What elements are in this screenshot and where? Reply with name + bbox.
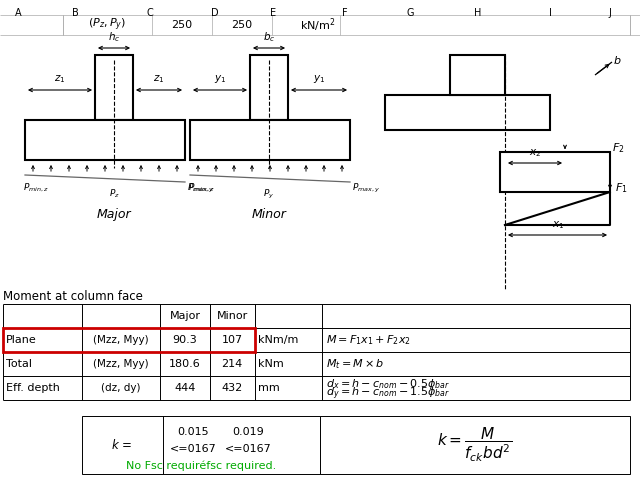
Text: $y_1$: $y_1$: [313, 73, 325, 85]
Text: $x_1$: $x_1$: [552, 219, 564, 231]
Text: 432: 432: [221, 383, 243, 393]
Text: kNm: kNm: [258, 359, 284, 369]
Text: C: C: [147, 8, 154, 18]
Text: No Fsc requiréfsc required.: No Fsc requiréfsc required.: [126, 461, 276, 471]
Bar: [250, 55, 288, 120]
Bar: [320, 416, 630, 474]
Text: $F_2$: $F_2$: [612, 141, 625, 155]
Bar: [385, 95, 550, 130]
Text: $z_1$: $z_1$: [153, 73, 164, 85]
Text: $M_t = M \times b$: $M_t = M \times b$: [326, 357, 385, 371]
Text: $M = F_1 x_1 + F_2 x_2$: $M = F_1 x_1 + F_2 x_2$: [326, 333, 411, 347]
Text: $P_{min,z}$: $P_{min,z}$: [23, 182, 49, 194]
Text: $d_x = h - c_{nom} - 0.5\phi_{bar}$: $d_x = h - c_{nom} - 0.5\phi_{bar}$: [326, 377, 450, 391]
Text: $y_1$: $y_1$: [214, 73, 226, 85]
Text: G: G: [406, 8, 413, 18]
Text: 0.015: 0.015: [177, 427, 209, 437]
Text: Total: Total: [6, 359, 32, 369]
Text: $k$ =: $k$ =: [111, 438, 132, 452]
Text: $z_1$: $z_1$: [54, 73, 66, 85]
Bar: [3, 328, 255, 352]
Text: 250: 250: [172, 20, 193, 30]
Text: $P_y$: $P_y$: [264, 188, 275, 201]
Text: $P_{max,z}$: $P_{max,z}$: [187, 182, 215, 194]
Text: $P_{max,y}$: $P_{max,y}$: [352, 182, 380, 195]
Bar: [190, 120, 350, 160]
Text: 90.3: 90.3: [173, 335, 197, 345]
Text: Moment at column face: Moment at column face: [3, 290, 143, 303]
Bar: [450, 55, 505, 95]
Text: <=0167: <=0167: [170, 444, 216, 454]
Text: 0.019: 0.019: [232, 427, 264, 437]
Text: B: B: [72, 8, 78, 18]
Text: A: A: [15, 8, 21, 18]
Text: (dz, dy): (dz, dy): [101, 383, 141, 393]
Text: 180.6: 180.6: [169, 359, 201, 369]
Text: Minor: Minor: [252, 208, 287, 221]
Bar: [25, 120, 185, 160]
Text: mm: mm: [258, 383, 280, 393]
Text: 214: 214: [221, 359, 243, 369]
Bar: [95, 55, 133, 120]
Text: kN/m$^2$: kN/m$^2$: [300, 16, 335, 34]
Text: kNm/m: kNm/m: [258, 335, 298, 345]
Text: Major: Major: [97, 208, 131, 221]
Text: 444: 444: [174, 383, 196, 393]
Text: Major: Major: [170, 311, 200, 321]
Text: (Mzz, Myy): (Mzz, Myy): [93, 359, 149, 369]
Text: $d_y = h - c_{nom} - 1.5\phi_{bar}$: $d_y = h - c_{nom} - 1.5\phi_{bar}$: [326, 385, 450, 402]
Text: $b$: $b$: [613, 54, 621, 66]
Text: Eff. depth: Eff. depth: [6, 383, 60, 393]
Text: $b_c$: $b_c$: [263, 30, 275, 44]
Text: F: F: [342, 8, 348, 18]
Bar: [82, 416, 320, 474]
Text: $(P_z, P_y)$: $(P_z, P_y)$: [88, 17, 126, 33]
Text: H: H: [474, 8, 482, 18]
Text: <=0167: <=0167: [225, 444, 271, 454]
Text: 107: 107: [221, 335, 243, 345]
Text: E: E: [270, 8, 276, 18]
Text: D: D: [211, 8, 219, 18]
Text: $P_{min,y}$: $P_{min,y}$: [188, 182, 214, 195]
Text: I: I: [548, 8, 552, 18]
Text: $k = \dfrac{M}{f_{ck}bd^2}$: $k = \dfrac{M}{f_{ck}bd^2}$: [437, 426, 513, 464]
Text: $F_1$: $F_1$: [615, 181, 628, 195]
Text: $P_z$: $P_z$: [109, 188, 120, 201]
Bar: [500, 152, 610, 192]
Text: $x_2$: $x_2$: [529, 147, 541, 159]
Text: J: J: [609, 8, 611, 18]
Text: Minor: Minor: [216, 311, 248, 321]
Text: Plane: Plane: [6, 335, 36, 345]
Text: 250: 250: [232, 20, 253, 30]
Text: (Mzz, Myy): (Mzz, Myy): [93, 335, 149, 345]
Text: $h_c$: $h_c$: [108, 30, 120, 44]
